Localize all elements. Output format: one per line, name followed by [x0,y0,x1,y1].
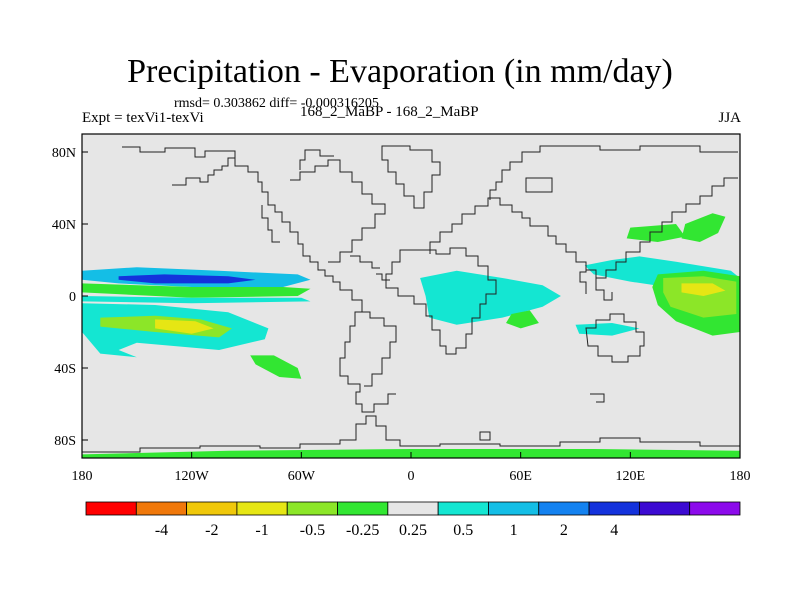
colorbar-swatch [488,501,540,516]
contour-region-12 [575,323,640,336]
x-tick-label: 120W [175,469,210,484]
plot-frame [81,133,741,459]
contour-region-17 [681,213,726,242]
subtitle: 168_2_MaBP - 168_2_MaBP [300,104,479,120]
contour-region-18 [626,224,686,242]
colorbar-label: 1 [510,522,518,539]
x-tick-label: 0 [408,469,415,484]
contour-region-16 [681,283,726,296]
y-tick-label: 40S [54,362,76,377]
colorbar-swatch [588,501,640,516]
x-tick-label: 60E [509,469,532,484]
colorbar-label: 0.25 [399,522,427,539]
contour-region-3 [82,296,311,304]
colorbar-swatch [135,501,188,516]
stats-text: rmsd= 0.303862 diff= -0.000316205 [174,96,379,111]
colorbar-label: -2 [205,522,218,539]
colorbar-label: -4 [155,522,168,539]
x-tick-label: 180 [730,469,751,484]
contour-region-11 [506,310,539,329]
colorbar-swatch [638,501,691,516]
y-axis-ticks: 80N 40N 0 40S 80S [52,146,88,449]
chart-title: Precipitation - Evaporation (in mm/day) [127,53,673,90]
season-label: JJA [718,110,741,126]
colorbar-swatch [236,501,288,516]
y-tick-label: 80S [54,434,76,449]
contour-region-2 [82,283,311,298]
x-tick-label: 60W [288,469,316,484]
contour-fields [82,213,740,458]
colorbar-swatch [689,501,741,516]
colorbar-swatch [337,501,389,516]
x-tick-label: 180 [72,469,93,484]
colorbar-swatch [286,501,338,516]
contour-region-8 [250,355,302,379]
y-tick-label: 40N [52,218,76,233]
x-axis-ticks: 180 120W 60W 0 60E 120E 180 [72,452,751,484]
colorbar-label: -1 [255,522,268,539]
coastlines [82,145,740,453]
x-tick-label: 120E [616,469,646,484]
colorbar-swatch [186,501,238,516]
colorbar-label: 0.5 [453,522,473,539]
contour-region-1 [118,274,256,284]
colorbar-swatch [538,501,590,516]
y-tick-label: 0 [69,290,76,305]
colorbar-swatch [387,501,439,516]
contour-region-7 [155,319,214,334]
colorbar-label: 2 [560,522,568,539]
y-tick-label: 80N [52,146,76,161]
colorbar-swatch [437,501,489,516]
colorbar-swatch [85,501,137,516]
colorbar-label: -0.25 [346,522,379,539]
colorbar-label: -0.5 [300,522,325,539]
colorbar-label: 4 [610,522,618,539]
colorbar: -4 -2 -1 -0.5 -0.25 0.25 0.5 1 2 4 [85,501,741,539]
experiment-label: Expt = texVi1-texVi [82,110,204,126]
